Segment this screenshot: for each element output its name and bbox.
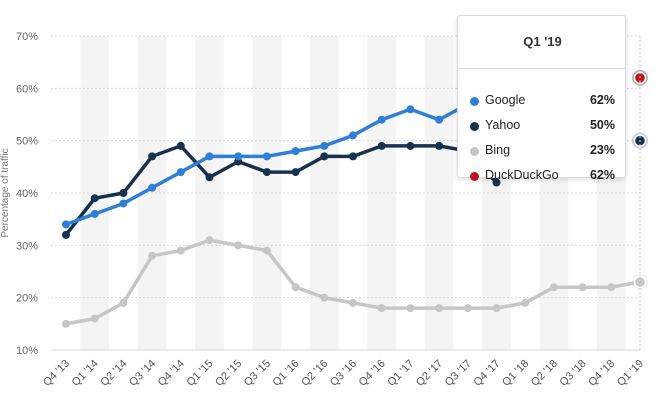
data-point-bing (148, 251, 157, 260)
data-point-bing (607, 283, 616, 292)
tooltip-series-value: 62% (589, 93, 615, 107)
data-point-bing (234, 241, 243, 250)
data-point-google (176, 168, 185, 177)
x-tick-label: Q1 '17 (385, 358, 416, 389)
x-tick-label: Q3 '15 (242, 358, 273, 389)
series-dot-icon (470, 122, 479, 131)
data-point-google (262, 152, 271, 161)
y-tick-label: 20% (16, 293, 38, 305)
y-tick-label: 70% (16, 31, 38, 43)
data-point-google (90, 209, 99, 218)
x-tick-label: Q4 '14 (156, 358, 187, 389)
data-point-google (291, 147, 300, 156)
x-tick-label: Q2 '18 (529, 358, 560, 389)
y-tick-label: 40% (16, 188, 38, 200)
data-point-bing (176, 246, 185, 255)
tooltip-series-value: 62% (589, 168, 615, 182)
data-point-yahoo (377, 141, 386, 150)
data-point-bing (435, 304, 444, 313)
data-point-yahoo (262, 168, 271, 177)
series-dot-icon (470, 172, 479, 181)
data-point-google (435, 115, 444, 124)
tooltip-row-bing: Bing 23% (470, 143, 615, 161)
series-dot-icon (470, 147, 479, 156)
x-tick-label: Q3 '17 (443, 358, 474, 389)
x-tick-label: Q1 '16 (271, 358, 302, 389)
x-tick-label: Q2 '14 (98, 358, 129, 389)
data-point-bing (262, 246, 271, 255)
data-point-bing (578, 283, 587, 292)
tooltip-series-value: 50% (589, 118, 615, 132)
x-tick-label: Q1 '18 (500, 358, 531, 389)
data-point-google (148, 183, 157, 192)
series-dot-icon (470, 97, 479, 106)
data-point-yahoo (435, 141, 444, 150)
y-tick-label: 10% (16, 345, 38, 357)
data-point-yahoo (148, 152, 157, 161)
y-tick-label: 60% (16, 83, 38, 95)
data-point-yahoo (406, 141, 415, 150)
tooltip-series-name: Bing (485, 143, 511, 157)
data-point-bing (291, 283, 300, 292)
data-point-google (320, 141, 329, 150)
data-point-google (406, 105, 415, 114)
y-tick-label: 30% (16, 240, 38, 252)
data-point-bing (90, 314, 99, 323)
data-point-google (349, 131, 357, 140)
data-point-google (205, 152, 214, 161)
x-tick-label: Q1 '15 (184, 358, 215, 389)
x-tick-label: Q2 '15 (213, 358, 244, 389)
tooltip-row-duckduckgo: DuckDuckGo 62% (470, 168, 615, 186)
data-point-bing (119, 298, 128, 307)
data-point-google (234, 152, 243, 161)
data-point-bing (320, 293, 329, 302)
data-point-yahoo (62, 230, 70, 239)
tooltip-series-name: DuckDuckGo (485, 168, 559, 182)
tooltip-series-value: 23% (589, 143, 615, 157)
x-tick-label: Q4 '16 (357, 358, 388, 389)
x-tick-label: Q4 '17 (471, 358, 502, 389)
x-tick-label: Q3 '14 (127, 358, 158, 389)
data-point-yahoo (492, 178, 501, 187)
data-point-yahoo (291, 168, 300, 177)
y-axis-label: Percentage of traffic (0, 148, 11, 237)
x-tick-label: Q3 '18 (558, 358, 589, 389)
tooltip-row-google: Google 62% (470, 93, 615, 111)
data-point-google (62, 220, 70, 229)
data-point-google (377, 115, 386, 124)
data-point-bing (521, 298, 530, 307)
data-point-bing (377, 304, 386, 313)
data-tooltip: Q1 '19 Google 62% Yahoo 50% Bing 23% Duc… (457, 15, 626, 182)
tooltip-row-yahoo: Yahoo 50% (470, 118, 615, 136)
data-point-yahoo (176, 141, 185, 150)
x-tick-label: Q1 '19 (615, 358, 646, 389)
data-point-yahoo (320, 152, 329, 161)
data-point-bing (205, 236, 214, 245)
data-point-bing (349, 298, 357, 307)
tooltip-series-name: Yahoo (485, 118, 521, 132)
x-tick-label: Q2 '16 (299, 358, 330, 389)
data-point-bing (406, 304, 415, 313)
x-tick-label: Q2 '17 (414, 358, 445, 389)
tooltip-series-name: Google (485, 93, 526, 107)
data-point-yahoo (119, 189, 128, 197)
data-point-google (119, 199, 128, 208)
data-point-bing (463, 304, 472, 313)
data-point-bing (492, 304, 501, 313)
tooltip-title: Q1 '19 (523, 34, 562, 49)
data-point-yahoo (205, 173, 214, 182)
y-tick-label: 50% (16, 136, 38, 148)
data-point-bing (549, 283, 558, 292)
x-tick-label: Q1 '14 (70, 358, 101, 389)
data-point-yahoo (90, 194, 99, 203)
x-tick-label: Q4 '18 (586, 358, 617, 389)
x-tick-label: Q4 '13 (41, 358, 72, 389)
x-tick-label: Q3 '16 (328, 358, 359, 389)
data-point-yahoo (349, 152, 357, 161)
tooltip-divider (458, 68, 625, 69)
data-point-bing (62, 319, 70, 328)
series-line-yahoo (64, 144, 499, 237)
